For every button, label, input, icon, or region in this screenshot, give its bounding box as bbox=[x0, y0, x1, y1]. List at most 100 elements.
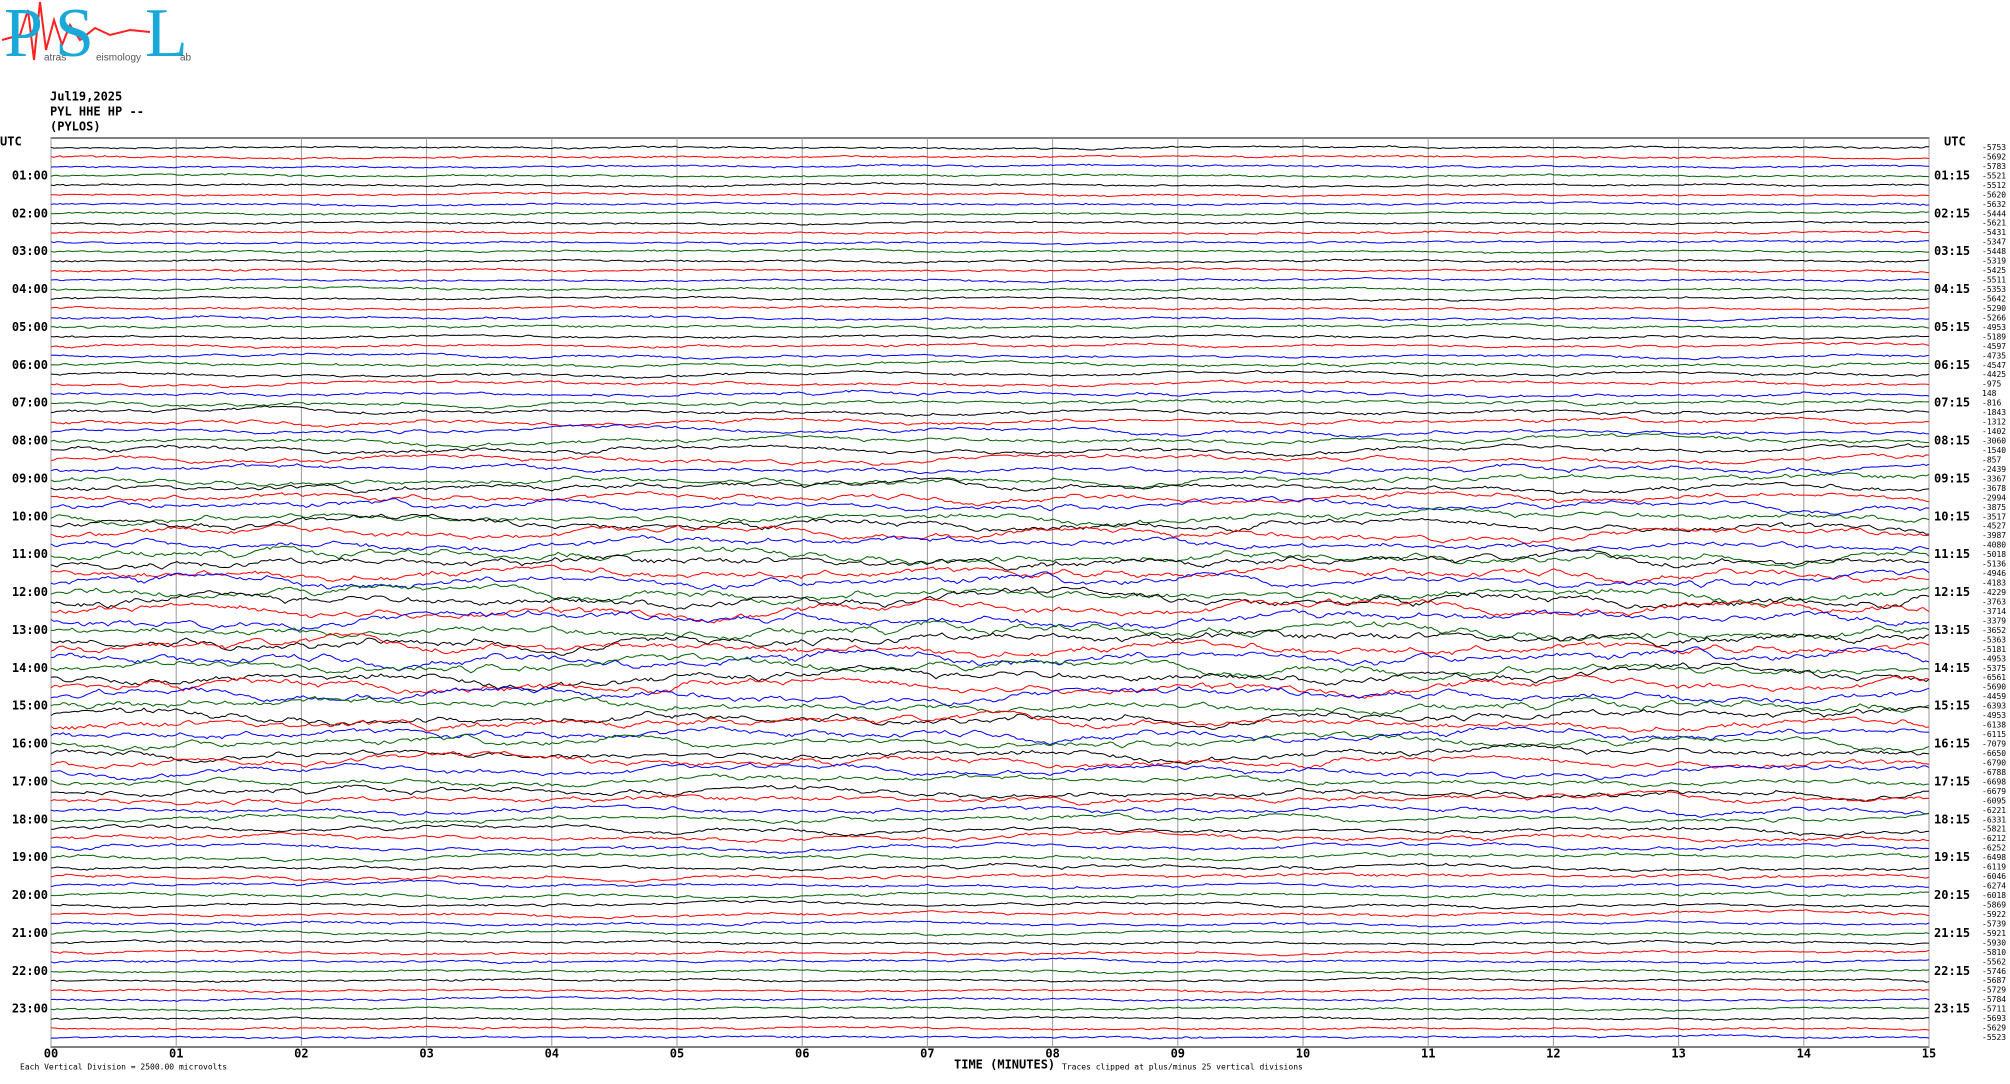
trace bbox=[50, 1006, 1930, 1012]
x-tick-label: 03 bbox=[419, 1047, 433, 1061]
offset-label: -5632 bbox=[1982, 200, 2006, 209]
trace bbox=[50, 491, 1930, 507]
offset-label: -5448 bbox=[1982, 247, 2006, 256]
offset-label: -5375 bbox=[1982, 664, 2006, 673]
offset-label: -3367 bbox=[1982, 474, 2006, 483]
left-hour-label: 23:00 bbox=[12, 1002, 48, 1016]
trace bbox=[50, 957, 1930, 965]
trace bbox=[50, 919, 1930, 928]
x-axis-title: TIME (MINUTES) bbox=[954, 1058, 1055, 1072]
offset-label: -4597 bbox=[1982, 342, 2006, 351]
trace bbox=[50, 360, 1930, 369]
offset-label: -5687 bbox=[1982, 976, 2006, 985]
offset-label: -5746 bbox=[1982, 967, 2006, 976]
offset-label: -6046 bbox=[1982, 872, 2006, 881]
trace bbox=[50, 463, 1930, 476]
offset-label: -5621 bbox=[1982, 219, 2006, 228]
x-tick-label: 10 bbox=[1296, 1047, 1310, 1061]
offset-label: -4953 bbox=[1982, 711, 2006, 720]
offset-label: -3714 bbox=[1982, 607, 2006, 616]
right-hour-label: 02:15 bbox=[1934, 206, 1970, 220]
trace bbox=[50, 230, 1930, 236]
trace bbox=[50, 1034, 1930, 1040]
logo-word: eismology bbox=[96, 53, 141, 64]
trace bbox=[50, 267, 1930, 274]
offset-label: -4953 bbox=[1982, 323, 2006, 332]
trace bbox=[50, 909, 1930, 920]
trace bbox=[50, 726, 1930, 746]
trace bbox=[50, 276, 1930, 284]
offset-label: -6119 bbox=[1982, 863, 2006, 872]
location: (PYLOS) bbox=[50, 120, 101, 134]
offset-label: -5363 bbox=[1982, 635, 2006, 644]
trace bbox=[50, 939, 1929, 946]
trace bbox=[50, 211, 1930, 217]
offset-label: -5739 bbox=[1982, 919, 2006, 928]
offset-label: -3678 bbox=[1982, 484, 2006, 493]
logo-word: ab bbox=[180, 53, 192, 64]
trace bbox=[50, 710, 1930, 734]
offset-label: -4953 bbox=[1982, 654, 2006, 663]
trace bbox=[50, 534, 1930, 552]
offset-label: -5425 bbox=[1982, 266, 2006, 275]
trace bbox=[50, 987, 1930, 994]
trace bbox=[50, 674, 1930, 699]
trace bbox=[50, 879, 1930, 890]
trace bbox=[50, 608, 1930, 631]
offset-label: -5869 bbox=[1982, 900, 2006, 909]
trace bbox=[50, 405, 1930, 417]
trace bbox=[50, 646, 1930, 672]
trace bbox=[50, 201, 1930, 207]
offset-label: -5562 bbox=[1982, 957, 2006, 966]
station: PYL HHE HP -- bbox=[50, 105, 144, 119]
left-axis-title: UTC bbox=[0, 135, 22, 149]
x-tick-label: 08 bbox=[1045, 1047, 1059, 1061]
offset-label: -5753 bbox=[1982, 143, 2006, 152]
offset-label: -5629 bbox=[1982, 1024, 2006, 1033]
footer-clip: Traces clipped at plus/minus 25 vertical… bbox=[1062, 1063, 1303, 1072]
offset-label: -6138 bbox=[1982, 721, 2006, 730]
trace bbox=[50, 564, 1930, 586]
trace bbox=[50, 334, 1930, 341]
trace bbox=[50, 804, 1930, 818]
offset-label: -6274 bbox=[1982, 882, 2006, 891]
x-tick-label: 02 bbox=[294, 1047, 308, 1061]
trace bbox=[50, 762, 1930, 781]
x-tick-label: 13 bbox=[1671, 1047, 1685, 1061]
right-hour-label: 20:15 bbox=[1934, 888, 1970, 902]
trace bbox=[51, 823, 1930, 837]
offset-label: -6790 bbox=[1982, 758, 2006, 767]
right-hour-label: 06:15 bbox=[1934, 358, 1970, 372]
offset-label: -5431 bbox=[1982, 228, 2006, 237]
trace bbox=[50, 379, 1930, 389]
right-hour-label: 11:15 bbox=[1934, 547, 1970, 561]
date: Jul19,2025 bbox=[50, 90, 122, 104]
trace bbox=[50, 389, 1930, 399]
right-hour-label: 04:15 bbox=[1934, 282, 1970, 296]
trace bbox=[50, 598, 1930, 624]
offset-label: -7079 bbox=[1982, 740, 2006, 749]
trace bbox=[50, 154, 1930, 160]
trace bbox=[50, 812, 1930, 824]
trace bbox=[50, 790, 1930, 806]
left-hour-label: 04:00 bbox=[12, 282, 48, 296]
offset-label: -3060 bbox=[1982, 437, 2006, 446]
offset-label: -5444 bbox=[1982, 209, 2006, 218]
trace bbox=[50, 583, 1930, 607]
offset-label: -6788 bbox=[1982, 768, 2006, 777]
trace bbox=[50, 513, 1930, 535]
right-hour-label: 16:15 bbox=[1934, 737, 1970, 751]
offset-label: -6252 bbox=[1982, 844, 2006, 853]
offset-label: -5523 bbox=[1982, 1033, 2006, 1042]
right-hour-label: 12:15 bbox=[1934, 585, 1970, 599]
trace bbox=[51, 784, 1930, 802]
trace bbox=[50, 548, 1930, 571]
offset-label: -6115 bbox=[1982, 730, 2006, 739]
trace bbox=[50, 144, 1930, 151]
offset-label: -5353 bbox=[1982, 285, 2006, 294]
offset-label: -3875 bbox=[1982, 503, 2006, 512]
right-hour-label: 08:15 bbox=[1934, 434, 1970, 448]
left-hour-label: 16:00 bbox=[12, 737, 48, 751]
offset-label: -6018 bbox=[1982, 891, 2006, 900]
right-hour-label: 21:15 bbox=[1934, 926, 1970, 940]
